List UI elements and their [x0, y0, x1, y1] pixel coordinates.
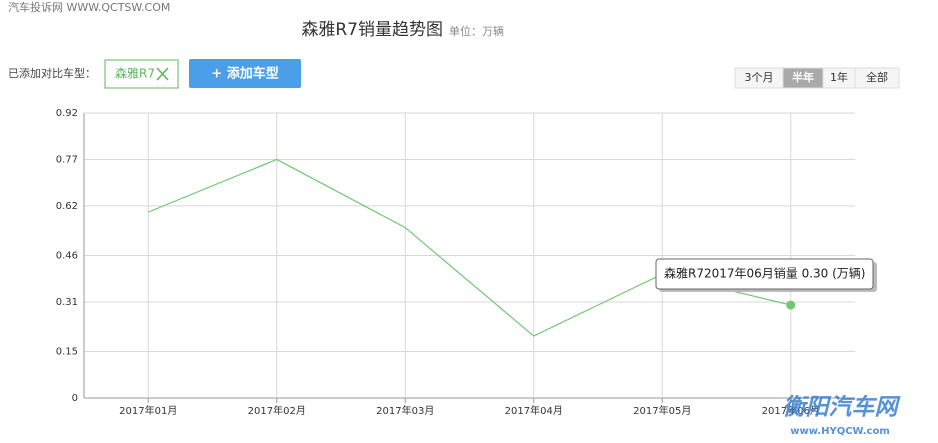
range-label: 1年 [830, 70, 848, 84]
button-label: + 添加车型 [211, 66, 278, 82]
add-car-button[interactable]: + 添加车型 [189, 59, 301, 88]
chip-close [156, 67, 169, 81]
site-name: 汽车投诉网 WWW.QCTSW.COM [8, 0, 170, 14]
range-box [854, 67, 900, 89]
watermark-url: www.HYQCW.com [790, 426, 890, 437]
hover-point [786, 300, 796, 310]
y-tick-label: 0.31 [56, 297, 78, 308]
range-switch: 3个月 半年 1年 全部 [734, 67, 900, 89]
chart-subtitle: 单位：万辆 [449, 24, 504, 38]
x-tick-label: 2017年02月 [248, 404, 306, 417]
plot: 0 0.15 0.31 0.46 0.62 0.77 0.92 2017年01月 2017年02… [56, 108, 877, 417]
chip-box [104, 59, 179, 89]
series-line [148, 158, 791, 337]
y-tick-label: 0.77 [56, 154, 78, 165]
range-button[interactable]: 3个月 [734, 67, 784, 89]
y-tick-label: 0.92 [56, 108, 78, 119]
tooltip-box [655, 258, 874, 290]
compare-chip[interactable]: 森雅R7 [104, 59, 179, 89]
range-button[interactable]: 半年 [782, 67, 824, 89]
x-tick-label: 2017年04月 [505, 404, 563, 417]
x-tick-label: 2017年03月 [376, 404, 434, 417]
range-button[interactable]: 全部 [854, 67, 900, 89]
compare-label: 已添加对比车型： [8, 66, 96, 80]
x-tick-label: 2017年05月 [633, 404, 691, 417]
tooltip-text: 森雅R72017年06月销量 0.30 (万辆) [664, 266, 866, 281]
range-button[interactable]: 1年 [822, 67, 856, 89]
y-tick-label: 0.46 [56, 251, 78, 262]
y-tick-label: 0 [72, 393, 78, 404]
range-label: 全部 [866, 70, 888, 84]
range-label: 3个月 [745, 71, 774, 84]
x-tick-label: 2017年06月 [762, 404, 820, 417]
y-tick-label: 0.15 [56, 347, 78, 358]
tooltip: 森雅R72017年06月销量 0.30 (万辆) [655, 258, 877, 292]
chip-label: 森雅R7 [115, 66, 155, 81]
x-tick-label: 2017年01月 [119, 404, 177, 417]
watermark-name: 衡阳汽车网 [783, 395, 902, 421]
chart-title: 森雅R7销量趋势图 [301, 20, 443, 40]
y-tick-label: 0.62 [56, 201, 78, 212]
range-label: 半年 [792, 70, 814, 84]
button-box [189, 59, 301, 88]
